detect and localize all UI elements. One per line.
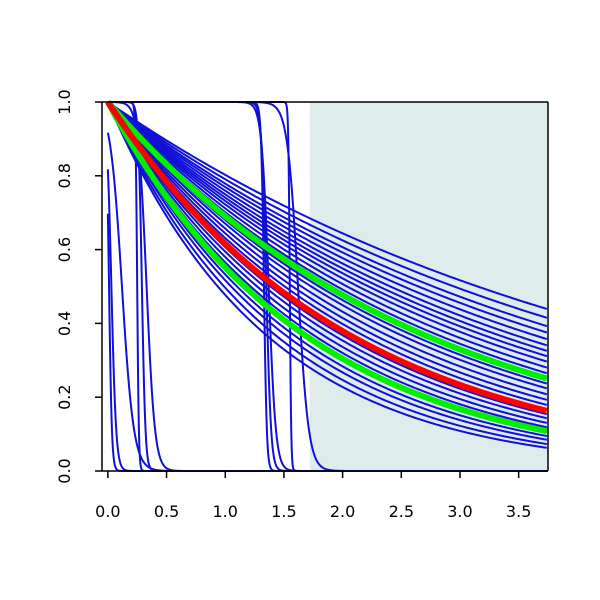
bundle-curve-9 [107, 101, 548, 363]
bundle-curve-24 [106, 101, 548, 438]
x-tick-label: 1.5 [271, 502, 296, 521]
bundle-curve-8 [107, 101, 548, 358]
y-tick-label: 0.8 [55, 163, 74, 188]
y-tick-label: 0.6 [55, 237, 74, 262]
x-tick-label: 0.5 [154, 502, 179, 521]
x-tick-label: 2.5 [389, 502, 414, 521]
bundle-curve-27 [106, 101, 547, 449]
x-tick-label: 2.0 [330, 502, 355, 521]
bundle-curve-21 [107, 101, 548, 424]
bundle-curve-5 [107, 101, 548, 341]
bundle-curve-16 [107, 101, 548, 401]
x-tick-label: 0.0 [95, 502, 120, 521]
bundle-curve-1 [107, 101, 548, 310]
lower-band-curve [105, 100, 548, 435]
bundle-curve-6 [107, 101, 548, 347]
x-tick-label: 1.0 [213, 502, 238, 521]
bundle-curve-4 [107, 101, 548, 334]
y-tick-label: 0.0 [55, 458, 74, 483]
bundle-curve-3 [107, 101, 548, 328]
bundle-curve-10 [107, 101, 548, 369]
y-tick-label: 0.4 [55, 311, 74, 336]
center-curve [105, 100, 548, 414]
bundle-curve-25 [106, 101, 548, 441]
upper-band-curve [105, 100, 548, 382]
bundle-curve-20 [107, 101, 548, 420]
bundle-curves [106, 101, 548, 449]
x-tick-label: 3.5 [506, 502, 531, 521]
bundle-curve-15 [107, 101, 548, 396]
bundle-curve-2 [107, 101, 548, 319]
bundle-curve-7 [107, 101, 548, 352]
bundle-curve-14 [107, 101, 548, 390]
x-tick-label: 3.0 [447, 502, 472, 521]
highlight-curves [105, 100, 548, 435]
axes: 0.0 0.5 1.0 1.5 2.0 2.5 3.0 3.5 0.0 0.2 0.4 0.6 0.8 1… [55, 89, 549, 521]
y-tick-label: 1.0 [55, 89, 74, 114]
y-tick-label: 0.2 [55, 384, 74, 409]
bundle-curve-26 [106, 101, 547, 446]
